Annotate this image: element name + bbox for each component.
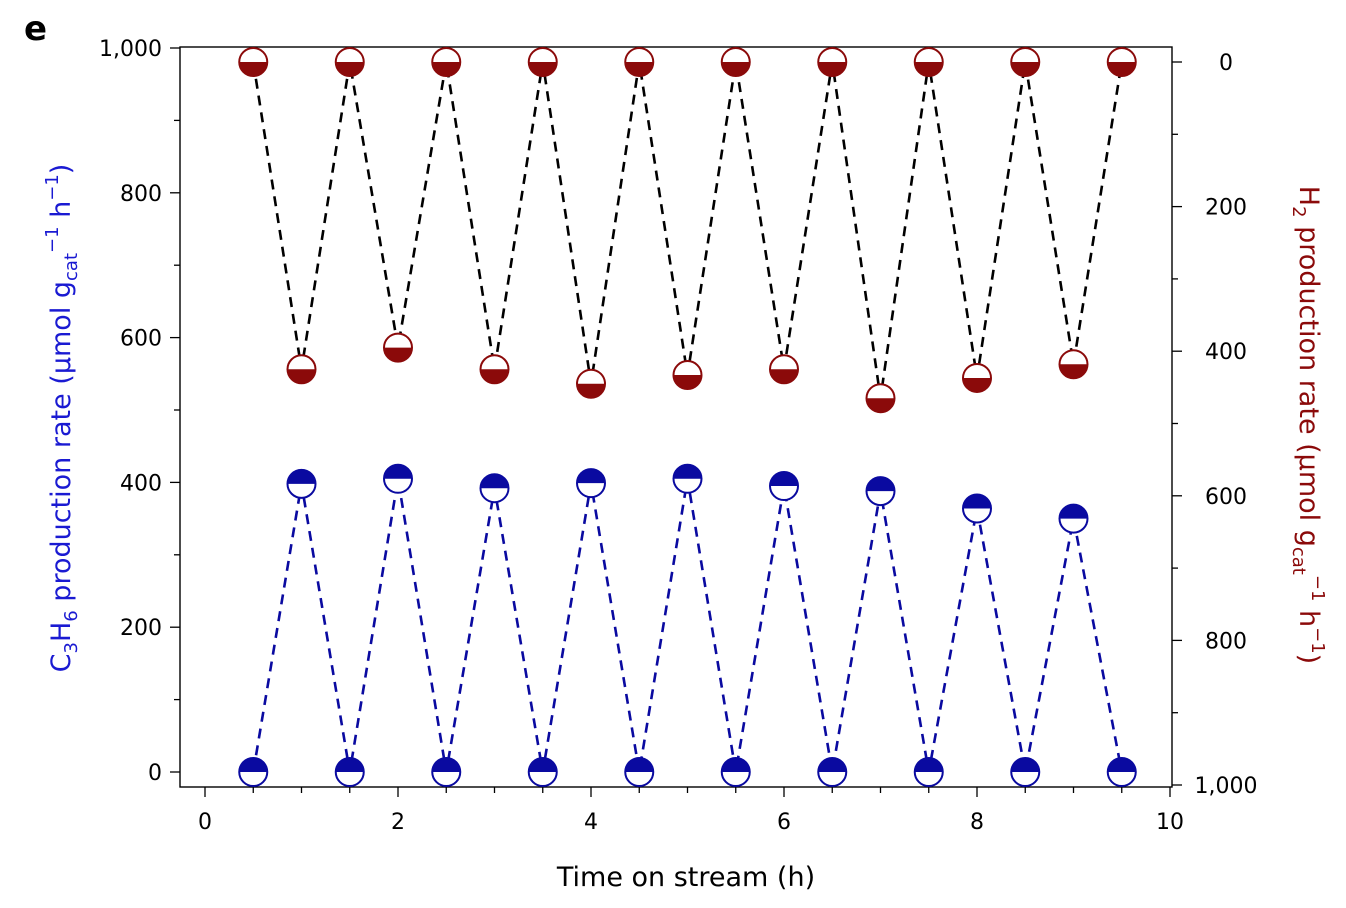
c3h6-data-point <box>479 473 510 504</box>
h2-data-point <box>238 47 269 77</box>
y-left-tick-label: 400 <box>120 471 162 496</box>
h2-data-point <box>962 362 992 393</box>
h2-data-point <box>383 332 413 363</box>
y-left-tick-label: 1,000 <box>99 37 162 62</box>
x-axis-title: Time on stream (h) <box>556 862 815 893</box>
y-axis-right: 0 200 400 600 800 1,000 <box>1172 51 1257 799</box>
y-right-tick-label: 200 <box>1205 196 1247 221</box>
y-right-tick-label: 800 <box>1205 629 1247 654</box>
plot-frame <box>179 46 1173 788</box>
y-left-tick-label: 200 <box>120 616 162 641</box>
c3h6-data-point <box>334 757 365 787</box>
x-axis: 0 2 4 6 8 10 <box>198 787 1184 835</box>
panel-label: e <box>24 9 47 49</box>
x-tick-label: 4 <box>584 810 598 835</box>
x-tick-label: 8 <box>970 810 984 835</box>
c3h6-data-point <box>383 463 413 494</box>
c3h6-data-point <box>962 493 992 524</box>
h2-data-point <box>479 354 510 385</box>
x-tick-label: 2 <box>391 810 405 835</box>
c3h6-data-point <box>769 471 799 502</box>
c3h6-data-point <box>672 463 703 494</box>
h2-data-point <box>624 47 655 77</box>
h2-data-point <box>817 47 848 77</box>
c3h6-data-point <box>286 468 317 499</box>
x-tick-label: 6 <box>777 810 791 835</box>
c3h6-data-point <box>624 757 655 787</box>
h2-data-point <box>334 47 365 77</box>
h2-data-point <box>431 47 462 77</box>
h2-data-point <box>769 354 799 385</box>
h2-data-point <box>720 47 751 77</box>
y-left-tick-label: 800 <box>120 182 162 207</box>
h2-data-point <box>1010 47 1041 77</box>
h2-data-point <box>527 47 558 77</box>
c3h6-data-point <box>1058 503 1089 534</box>
h2-data-point <box>576 368 606 399</box>
y-left-tick-label: 0 <box>148 761 162 786</box>
c3h6-data-point <box>431 757 462 787</box>
h2-data-point <box>1106 47 1137 77</box>
x-tick-label: 10 <box>1156 810 1184 835</box>
c3h6-data-point <box>1010 757 1041 787</box>
y-right-tick-label: 0 <box>1219 51 1233 76</box>
h2-data-point <box>672 360 703 391</box>
y-left-tick-label: 600 <box>120 327 162 352</box>
x-tick-label: 0 <box>198 810 212 835</box>
c3h6-data-point <box>817 757 848 787</box>
c3h6-data-point <box>576 468 606 499</box>
h2-data-point <box>286 354 317 385</box>
c3h6-data-point <box>865 476 896 507</box>
h2-data-point <box>913 47 944 77</box>
y-right-tick-label: 1,000 <box>1195 774 1258 799</box>
y-axis-left: 0 200 400 600 800 1,000 <box>99 37 180 786</box>
y-axis-left-title: C3H6 production rate (µmol gcat−1 h−1) <box>42 164 82 673</box>
c3h6-data-point <box>527 757 558 787</box>
series-lines <box>251 61 1124 773</box>
h2-data-point <box>1058 349 1089 380</box>
y-axis-right-title: H2 production rate (µmol gcat−1 h−1) <box>1288 186 1328 664</box>
c3h6-series-line <box>251 478 1124 773</box>
y-right-tick-label: 600 <box>1205 485 1247 510</box>
h2-data-point <box>865 383 896 414</box>
y-right-tick-label: 400 <box>1205 340 1247 365</box>
c3h6-data-point <box>913 757 944 787</box>
c3h6-data-point <box>1106 757 1137 787</box>
series-markers <box>238 47 1137 787</box>
c3h6-data-point <box>720 757 751 787</box>
c3h6-data-point <box>238 757 269 787</box>
